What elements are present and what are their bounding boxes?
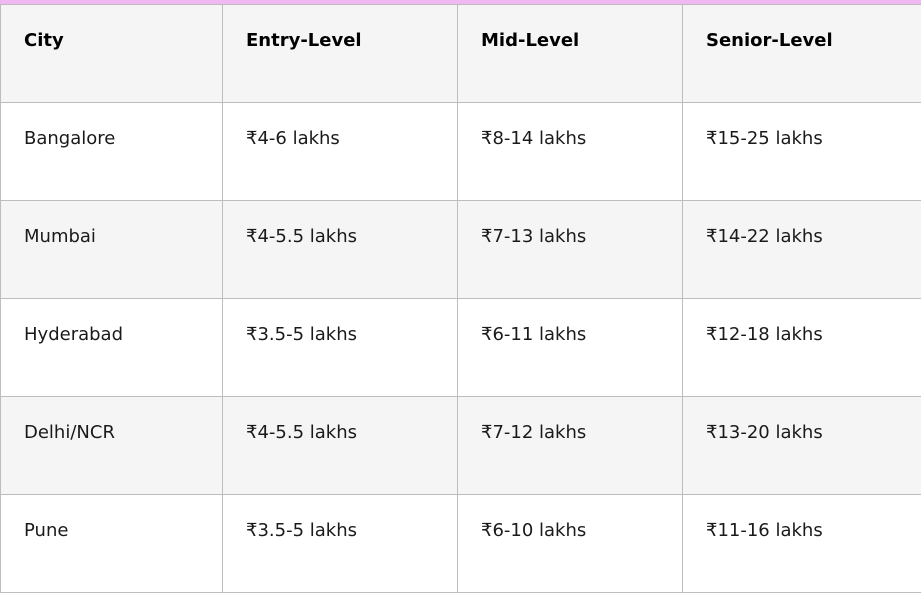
cell-mid: ₹7-12 lakhs: [457, 396, 683, 495]
cell-mid: ₹6-11 lakhs: [457, 298, 683, 397]
cell-entry: ₹3.5-5 lakhs: [222, 494, 458, 593]
cell-senior: ₹13-20 lakhs: [682, 396, 921, 495]
salary-table: City Entry-Level Mid-Level Senior-Level …: [0, 4, 921, 593]
cell-mid: ₹7-13 lakhs: [457, 200, 683, 299]
cell-senior: ₹15-25 lakhs: [682, 102, 921, 201]
header-mid-level: Mid-Level: [457, 4, 683, 103]
cell-entry: ₹4-6 lakhs: [222, 102, 458, 201]
header-entry-level: Entry-Level: [222, 4, 458, 103]
cell-senior: ₹14-22 lakhs: [682, 200, 921, 299]
cell-senior: ₹12-18 lakhs: [682, 298, 921, 397]
table-row: Bangalore ₹4-6 lakhs ₹8-14 lakhs ₹15-25 …: [0, 102, 921, 201]
cell-city: Hyderabad: [0, 298, 223, 397]
table-row: Pune ₹3.5-5 lakhs ₹6-10 lakhs ₹11-16 lak…: [0, 494, 921, 593]
cell-entry: ₹4-5.5 lakhs: [222, 200, 458, 299]
table-row: Hyderabad ₹3.5-5 lakhs ₹6-11 lakhs ₹12-1…: [0, 298, 921, 397]
accent-top-border: [0, 0, 921, 4]
cell-city: Mumbai: [0, 200, 223, 299]
cell-city: Pune: [0, 494, 223, 593]
cell-city: Bangalore: [0, 102, 223, 201]
cell-mid: ₹8-14 lakhs: [457, 102, 683, 201]
cell-entry: ₹3.5-5 lakhs: [222, 298, 458, 397]
header-senior-level: Senior-Level: [682, 4, 921, 103]
table-row: Mumbai ₹4-5.5 lakhs ₹7-13 lakhs ₹14-22 l…: [0, 200, 921, 299]
table-header-row: City Entry-Level Mid-Level Senior-Level: [0, 4, 921, 103]
header-city: City: [0, 4, 223, 103]
cell-mid: ₹6-10 lakhs: [457, 494, 683, 593]
cell-city: Delhi/NCR: [0, 396, 223, 495]
cell-entry: ₹4-5.5 lakhs: [222, 396, 458, 495]
table-row: Delhi/NCR ₹4-5.5 lakhs ₹7-12 lakhs ₹13-2…: [0, 396, 921, 495]
cell-senior: ₹11-16 lakhs: [682, 494, 921, 593]
